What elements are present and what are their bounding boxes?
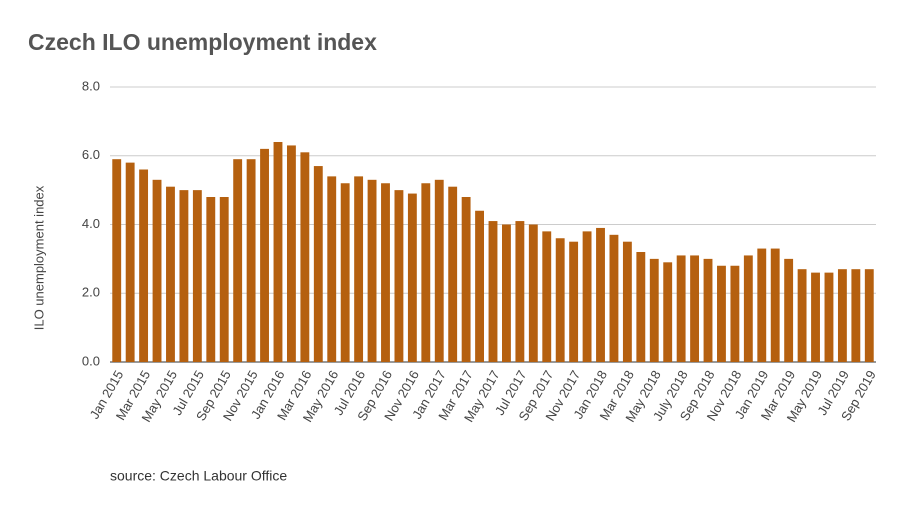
bar xyxy=(461,197,471,362)
bar xyxy=(313,166,323,362)
bar xyxy=(811,272,820,362)
bar xyxy=(542,231,552,362)
bar xyxy=(676,255,686,362)
bar xyxy=(139,169,149,362)
bar xyxy=(354,176,364,362)
bar xyxy=(260,148,269,362)
source: source: Czech Labour Office xyxy=(110,468,287,484)
bar xyxy=(192,190,202,362)
bar xyxy=(743,255,753,362)
bar xyxy=(515,221,525,362)
bar xyxy=(609,234,619,362)
bar xyxy=(784,258,794,362)
y-axis-label: ILO unemployment index xyxy=(31,185,46,330)
bar xyxy=(528,224,538,362)
bar xyxy=(622,241,632,362)
y-tick-label: 0.0 xyxy=(82,353,100,368)
bar xyxy=(166,186,175,362)
bar xyxy=(434,179,444,362)
bar xyxy=(824,272,834,362)
bar xyxy=(703,258,713,362)
bar xyxy=(233,159,243,362)
bar xyxy=(300,152,310,362)
y-tick-label: 6.0 xyxy=(82,147,100,162)
bar xyxy=(327,176,337,362)
y-tick-label: 2.0 xyxy=(82,285,100,300)
bar xyxy=(273,142,283,362)
bar xyxy=(381,183,390,362)
bar xyxy=(125,162,135,362)
bar xyxy=(555,238,565,362)
bar xyxy=(112,159,122,362)
bar xyxy=(717,265,726,362)
chart-title: Czech ILO unemployment index xyxy=(28,29,377,55)
bar xyxy=(837,269,847,362)
bar xyxy=(797,269,807,362)
y-tick-label: 4.0 xyxy=(82,216,100,231)
bar xyxy=(864,269,874,362)
bar xyxy=(596,227,605,362)
bar xyxy=(246,159,256,362)
bar xyxy=(219,197,229,362)
bar xyxy=(367,179,377,362)
bar xyxy=(502,224,511,362)
bar xyxy=(152,179,162,362)
bar xyxy=(690,255,700,362)
bar xyxy=(286,145,296,362)
bar xyxy=(569,241,579,362)
bar xyxy=(770,248,780,362)
bar xyxy=(394,190,404,362)
bar xyxy=(488,221,498,362)
bar xyxy=(475,210,484,362)
bar xyxy=(663,262,673,362)
bar xyxy=(407,193,417,362)
bar xyxy=(340,183,350,362)
bar xyxy=(448,186,458,362)
bar xyxy=(179,190,189,362)
bar xyxy=(649,258,659,362)
bar xyxy=(636,252,646,362)
y-tick-label: 8.0 xyxy=(82,78,100,93)
bar xyxy=(730,265,740,362)
bar xyxy=(851,269,861,362)
bar xyxy=(206,197,216,362)
bar xyxy=(757,248,767,362)
bar xyxy=(421,183,431,362)
bar xyxy=(582,231,592,362)
